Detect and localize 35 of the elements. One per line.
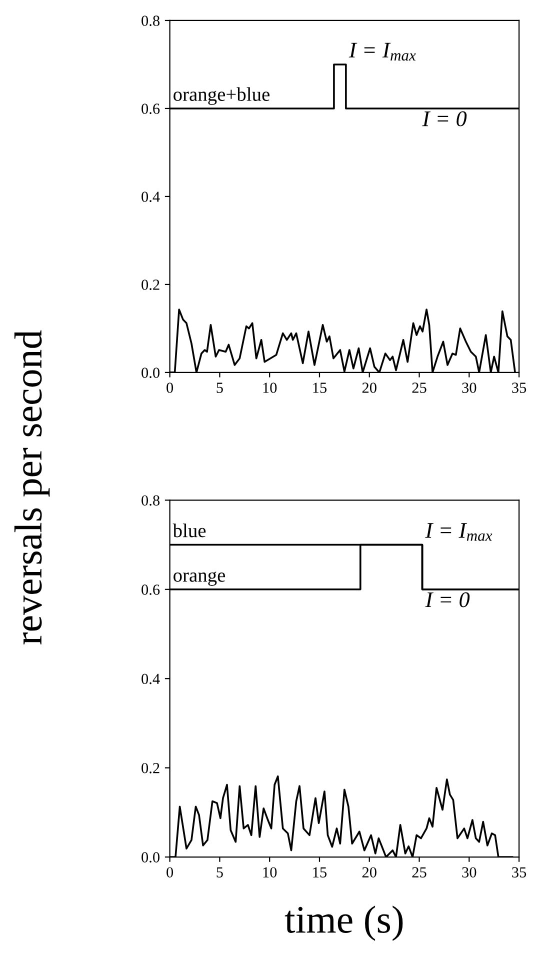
x-axis-title: time (s) xyxy=(284,906,403,941)
x-tick-label: 5 xyxy=(216,867,223,878)
y-tick-label: 0.6 xyxy=(142,584,160,595)
annotation: I = I$_{max}$ xyxy=(348,42,416,61)
x-tick-label: 15 xyxy=(313,382,327,393)
series-label: blue xyxy=(172,524,206,538)
y-tick-label: 0.4 xyxy=(142,192,160,202)
x-tick-label: 10 xyxy=(263,867,277,878)
x-tick-label: 5 xyxy=(216,382,223,393)
x-tick-label: 35 xyxy=(512,382,526,393)
y-tick-label: 0.8 xyxy=(142,16,160,26)
y-tick-label: 0.6 xyxy=(142,104,160,114)
y-tick-label: 0.2 xyxy=(142,280,160,290)
series-label: orange xyxy=(174,572,226,586)
y-axis-title: reversals per second xyxy=(14,330,50,644)
y-tick-label: 0.4 xyxy=(142,674,160,684)
y-tick-label: 0.0 xyxy=(142,852,160,863)
y-tick-label: 0.2 xyxy=(142,762,160,774)
x-tick-label: 0 xyxy=(166,867,174,878)
series-label: orange+blue xyxy=(174,87,270,105)
annotation: I = 0 xyxy=(425,592,470,608)
x-tick-label: 20 xyxy=(362,867,376,878)
x-tick-label: 25 xyxy=(412,382,426,393)
x-tick-label: 15 xyxy=(313,867,327,878)
y-tick-label: 0.0 xyxy=(142,368,160,378)
x-tick-label: 25 xyxy=(412,867,426,878)
annotation: I = 0 xyxy=(422,111,467,126)
y-tick-label: 0.8 xyxy=(142,495,160,506)
x-tick-label: 20 xyxy=(362,382,376,393)
annotation: I = I$_{max}$ xyxy=(425,523,492,541)
x-tick-label: 30 xyxy=(462,867,476,878)
x-tick-label: 10 xyxy=(263,382,277,393)
x-tick-label: 35 xyxy=(512,867,526,878)
x-tick-label: 30 xyxy=(462,382,476,393)
x-tick-label: 0 xyxy=(166,382,174,393)
